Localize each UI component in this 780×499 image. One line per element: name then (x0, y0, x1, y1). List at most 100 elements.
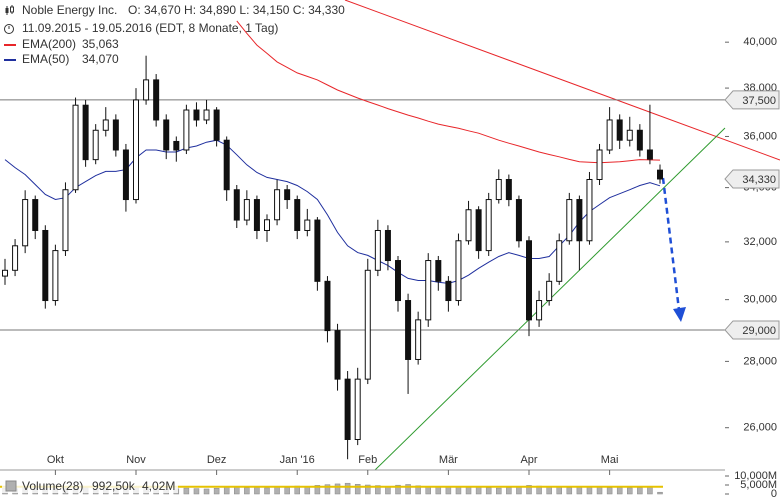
candle-body (183, 109, 190, 151)
volume-tick-label: 5,000M (740, 479, 777, 491)
candle-body (233, 189, 240, 221)
volume-legend-value: 992,50k (92, 479, 136, 493)
candle-body (2, 269, 8, 277)
x-tick-label: Nov (126, 454, 146, 466)
resistance-line (344, 0, 780, 161)
candle-body (465, 209, 472, 242)
volume-bar (616, 487, 623, 495)
candle-body (264, 219, 270, 231)
candle-body (22, 199, 29, 247)
candle-body (42, 229, 49, 302)
volume-bar (516, 486, 522, 495)
candle-body (505, 178, 512, 201)
candle-body (405, 300, 412, 360)
candle-body (133, 99, 139, 201)
volume-bar (627, 487, 633, 495)
x-tick-label: Apr (520, 454, 537, 466)
candle-body (636, 129, 643, 151)
candle-body (616, 119, 623, 141)
candle-body (92, 129, 99, 161)
candle-body (526, 240, 532, 321)
y-tick-label: 36,000 (743, 130, 777, 142)
candle-body (294, 199, 301, 231)
volume-bar (435, 486, 442, 495)
volume-bar (637, 487, 643, 495)
candle-body (556, 240, 563, 282)
candle-body (364, 269, 371, 380)
candle-body (354, 378, 361, 440)
volume-bar (365, 484, 371, 495)
legend-label: EMA(200) (22, 37, 76, 51)
quote: O: 34,670 H: 34,890 L: 34,150 C: 34,330 (128, 3, 345, 17)
volume-bar (375, 485, 381, 495)
candle-body (253, 199, 260, 231)
volume-bar (213, 487, 220, 495)
volume-bar (244, 487, 250, 495)
candle-body (536, 300, 543, 321)
candle-body (223, 139, 230, 191)
volume-bar (223, 486, 230, 495)
candle-body (586, 178, 593, 242)
volume-bar (334, 483, 341, 495)
candle-body (143, 79, 150, 101)
volume-bar (596, 486, 603, 495)
x-tick-label: Mai (601, 454, 619, 466)
header: Noble Energy Inc. O: 34,670 H: 34,890 L:… (4, 3, 345, 35)
legend-value: 34,070 (82, 52, 119, 66)
candle-body (415, 319, 422, 360)
volume-bar (606, 487, 613, 495)
chart-title: Noble Energy Inc. (22, 3, 117, 17)
volume-legend-bg (2, 479, 178, 493)
volume-bar (193, 488, 200, 495)
candle-body (485, 199, 492, 252)
candle-body (576, 199, 583, 242)
candle-body (52, 250, 59, 302)
volume-bar (395, 484, 401, 495)
volume-bar (203, 488, 210, 495)
candle-body (122, 149, 129, 201)
level-box (724, 90, 780, 110)
x-tick-label: Okt (47, 454, 64, 466)
level-label: 37,500 (742, 95, 776, 107)
ema-line (4, 139, 661, 284)
candle-body (193, 109, 200, 121)
volume-bar (647, 486, 653, 495)
volume-bar (496, 487, 502, 495)
y-tick-label: 32,000 (743, 236, 777, 248)
chart-icon (5, 5, 14, 15)
volume-legend-average: 4,02M (142, 479, 175, 493)
forecast-arrow (661, 177, 681, 311)
volume-bar (415, 485, 421, 495)
volume-bar (475, 486, 482, 495)
candle-body (344, 378, 351, 440)
volume-tick-label: 10,000M (734, 470, 777, 482)
volume-legend-swatch (5, 480, 17, 492)
volume-bar (344, 482, 351, 495)
candle-body (384, 229, 391, 262)
volume-bar (354, 484, 361, 495)
volume-bar (566, 487, 573, 495)
candle-body (546, 280, 553, 302)
candle-body (82, 104, 89, 161)
forecast-arrow-head (673, 307, 686, 322)
volume-bar (556, 486, 562, 495)
volume-bar (284, 487, 290, 495)
x-tick-label: Feb (358, 454, 377, 466)
volume-legend-label: Volume(28) (22, 479, 83, 493)
y-tick-label: 30,000 (743, 294, 777, 306)
volume-bar (405, 484, 411, 495)
y-tick-label: 28,000 (743, 355, 777, 367)
level-box (724, 320, 780, 340)
candle-body (112, 119, 119, 151)
candle-body (395, 260, 401, 302)
trend-lines (344, 0, 780, 471)
x-tick-label: Jan '16 (280, 454, 315, 466)
candle-body (515, 199, 522, 242)
candle-body (334, 330, 341, 380)
candle-body (455, 240, 462, 302)
candle-body (626, 129, 633, 141)
y-tick-label: 26,000 (743, 422, 777, 434)
volume-bar (264, 487, 270, 495)
candle-body (163, 119, 170, 151)
